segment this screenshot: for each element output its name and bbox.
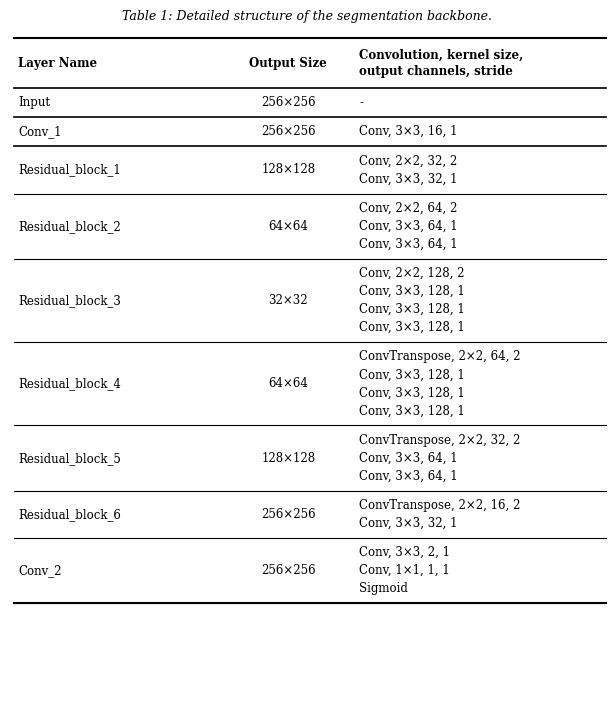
Text: 64×64: 64×64: [268, 220, 308, 233]
Text: ConvTranspose, 2×2, 16, 2: ConvTranspose, 2×2, 16, 2: [359, 499, 521, 512]
Text: Conv, 3×3, 128, 1: Conv, 3×3, 128, 1: [359, 285, 465, 298]
Text: 128×128: 128×128: [262, 452, 316, 465]
Text: Conv, 3×3, 64, 1: Conv, 3×3, 64, 1: [359, 220, 458, 233]
Text: 256×256: 256×256: [261, 564, 316, 577]
Text: Conv_1: Conv_1: [18, 125, 62, 138]
Text: Conv, 3×3, 128, 1: Conv, 3×3, 128, 1: [359, 386, 465, 400]
Text: Conv, 3×3, 2, 1: Conv, 3×3, 2, 1: [359, 546, 450, 559]
Text: ConvTranspose, 2×2, 64, 2: ConvTranspose, 2×2, 64, 2: [359, 350, 521, 364]
Text: Conv, 3×3, 128, 1: Conv, 3×3, 128, 1: [359, 303, 465, 316]
Text: Residual_block_6: Residual_block_6: [18, 508, 122, 521]
Text: Conv, 2×2, 32, 2: Conv, 2×2, 32, 2: [359, 155, 457, 167]
Text: Conv, 1×1, 1, 1: Conv, 1×1, 1, 1: [359, 564, 450, 577]
Text: 256×256: 256×256: [261, 125, 316, 138]
Text: 128×128: 128×128: [262, 164, 316, 176]
Text: Sigmoid: Sigmoid: [359, 582, 408, 595]
Text: Conv, 3×3, 128, 1: Conv, 3×3, 128, 1: [359, 369, 465, 381]
Text: Conv, 3×3, 16, 1: Conv, 3×3, 16, 1: [359, 125, 457, 138]
Text: Input: Input: [18, 96, 50, 109]
Text: Conv, 2×2, 128, 2: Conv, 2×2, 128, 2: [359, 267, 465, 280]
Text: Conv, 2×2, 64, 2: Conv, 2×2, 64, 2: [359, 202, 457, 215]
Text: Residual_block_4: Residual_block_4: [18, 377, 122, 390]
Text: Conv, 3×3, 128, 1: Conv, 3×3, 128, 1: [359, 405, 465, 417]
Text: Residual_block_5: Residual_block_5: [18, 452, 122, 465]
Text: Residual_block_3: Residual_block_3: [18, 294, 122, 307]
Text: 32×32: 32×32: [268, 294, 308, 307]
Text: Output Size: Output Size: [249, 56, 327, 69]
Text: 256×256: 256×256: [261, 508, 316, 521]
Text: 64×64: 64×64: [268, 377, 308, 390]
Text: Conv, 3×3, 128, 1: Conv, 3×3, 128, 1: [359, 321, 465, 334]
Text: Conv, 3×3, 64, 1: Conv, 3×3, 64, 1: [359, 469, 458, 483]
Text: Table 1: Detailed structure of the segmentation backbone.: Table 1: Detailed structure of the segme…: [122, 10, 492, 23]
Text: -: -: [359, 96, 363, 109]
Text: ConvTranspose, 2×2, 32, 2: ConvTranspose, 2×2, 32, 2: [359, 433, 521, 447]
Text: Convolution, kernel size,
output channels, stride: Convolution, kernel size, output channel…: [359, 49, 524, 78]
Text: Layer Name: Layer Name: [18, 56, 98, 69]
Text: Residual_block_1: Residual_block_1: [18, 164, 121, 176]
Text: Residual_block_2: Residual_block_2: [18, 220, 121, 233]
Text: Conv_2: Conv_2: [18, 564, 62, 577]
Text: Conv, 3×3, 32, 1: Conv, 3×3, 32, 1: [359, 172, 457, 186]
Text: Conv, 3×3, 32, 1: Conv, 3×3, 32, 1: [359, 517, 457, 530]
Text: Conv, 3×3, 64, 1: Conv, 3×3, 64, 1: [359, 452, 458, 465]
Text: 256×256: 256×256: [261, 96, 316, 109]
Text: Conv, 3×3, 64, 1: Conv, 3×3, 64, 1: [359, 238, 458, 251]
